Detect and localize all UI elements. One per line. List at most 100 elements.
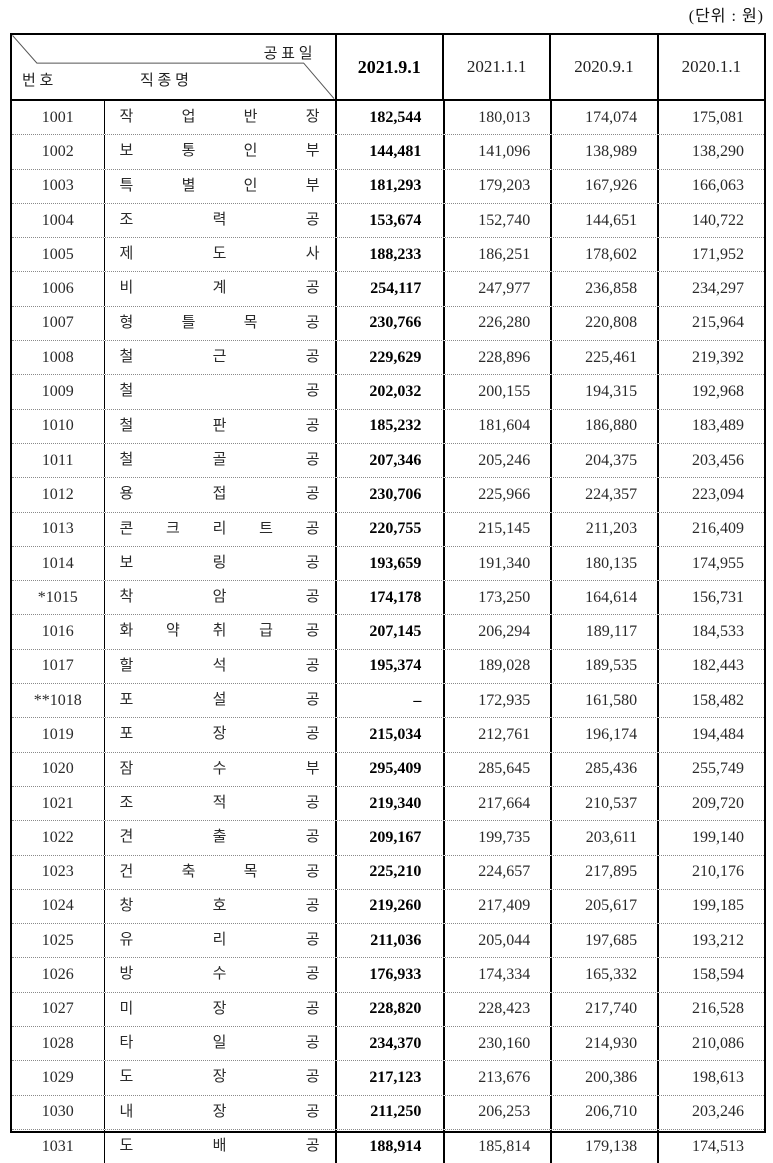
row-number-cell: 1012 bbox=[12, 478, 105, 512]
table-row: 1004 조 력 공 153,674 152,740 144,651 140,7… bbox=[12, 203, 764, 239]
row-wage-cell-2020-9-1: 205,617 bbox=[552, 889, 660, 924]
row-wage-cell-2021-1-1: 205,044 bbox=[445, 924, 553, 958]
row-wage-cell-2020-9-1: 196,174 bbox=[552, 718, 660, 752]
row-wage-cell-2020-1-1: 158,594 bbox=[692, 966, 744, 984]
row-wage-cell-2021-1-1: 230,160 bbox=[445, 1027, 553, 1061]
table-row: 1014 보 링 공 193,659 191,340 180,135 174,9… bbox=[12, 546, 764, 582]
row-job-name-cell: 할 석 공 bbox=[105, 649, 337, 684]
row-wage-cell-2021-1-1: 185,814 bbox=[445, 1129, 553, 1163]
row-job-name-cell: 화 약 취 급 공 bbox=[105, 615, 337, 649]
row-wage-cell-2021-9-1: 176,933 bbox=[337, 958, 446, 992]
table-row: 1010 철 판 공 185,232 181,604 186,880 183,4… bbox=[12, 409, 764, 444]
row-job-name-cell: 제 도 사 bbox=[105, 238, 337, 272]
row-wage-cell-2020-1-1: 199,140 bbox=[692, 828, 744, 846]
row-wage-cell-2020-9-1: 204,375 bbox=[552, 443, 660, 478]
row-wage-cell-2021-9-1: 220,755 bbox=[337, 512, 446, 546]
row-job-name-cell: 창 호 공 bbox=[105, 889, 337, 924]
row-wage-cell-2021-1-1: 189,028 bbox=[445, 649, 553, 684]
row-wage-cell-2020-1-1: 203,246 bbox=[692, 1103, 744, 1121]
row-job-name-cell: 보 통 인 부 bbox=[105, 135, 337, 169]
row-wage-cell-2021-1-1: 172,935 bbox=[445, 684, 553, 718]
row-number-cell: *1015 bbox=[12, 581, 105, 615]
row-wage-cell-2020-9-1: 189,535 bbox=[552, 649, 660, 684]
wage-table: 공 표 일 번 호 직 종 명 2021.9.1 2021.1.1 2020.9… bbox=[10, 33, 766, 1163]
header-label-number: 번 호 bbox=[22, 73, 54, 89]
row-wage-cell-2020-1-1: 223,094 bbox=[692, 485, 744, 503]
table-row: 1019 포 장 공 215,034 212,761 196,174 194,4… bbox=[12, 718, 764, 753]
header-date-2020-1-1: 2020.1.1 bbox=[681, 57, 742, 76]
row-wage-cell-2020-1-1: 174,513 bbox=[692, 1137, 744, 1155]
row-wage-cell-2020-1-1: 156,731 bbox=[692, 588, 744, 606]
row-wage-cell-2021-1-1: 213,676 bbox=[445, 1061, 553, 1095]
row-wage-cell-2020-9-1: 164,614 bbox=[552, 581, 660, 615]
row-wage-cell-2020-9-1: 214,930 bbox=[552, 1027, 660, 1061]
row-wage-cell-2021-9-1: 209,167 bbox=[337, 821, 446, 855]
row-wage-cell-2021-1-1: 224,657 bbox=[445, 855, 553, 889]
row-wage-cell-2020-1-1: 203,456 bbox=[692, 451, 744, 469]
table-row: 1017 할 석 공 195,374 189,028 189,535 182,4… bbox=[12, 649, 764, 685]
row-wage-cell-2021-9-1: 153,674 bbox=[337, 203, 446, 238]
row-wage-cell-2020-1-1: 210,086 bbox=[692, 1034, 744, 1052]
header-label-job-title: 직 종 명 bbox=[140, 73, 189, 89]
row-number-cell: 1030 bbox=[12, 1095, 105, 1129]
row-wage-cell-2021-1-1: 217,409 bbox=[445, 889, 553, 924]
row-wage-cell-2021-1-1: 226,280 bbox=[445, 306, 553, 341]
row-wage-cell-2021-1-1: 205,246 bbox=[445, 443, 553, 478]
row-wage-cell-2021-9-1: 182,544 bbox=[337, 101, 446, 135]
row-job-name-cell: 포 장 공 bbox=[105, 718, 337, 752]
table-row: 1007 형 틀 목 공 230,766 226,280 220,808 215… bbox=[12, 306, 764, 342]
table-row: 1021 조 적 공 219,340 217,664 210,537 209,7… bbox=[12, 786, 764, 822]
header-date-2021-1-1: 2021.1.1 bbox=[444, 35, 552, 99]
table-row: 1029 도 장 공 217,123 213,676 200,386 198,6… bbox=[12, 1061, 764, 1096]
row-wage-cell-2021-9-1: 185,232 bbox=[337, 409, 446, 443]
table-row: 1025 유 리 공 211,036 205,044 197,685 193,2… bbox=[12, 924, 764, 959]
row-wage-cell-2020-9-1: 165,332 bbox=[552, 958, 660, 992]
row-wage-cell-2021-1-1: 212,761 bbox=[445, 718, 553, 752]
row-wage-cell-2021-9-1: 188,914 bbox=[337, 1129, 446, 1163]
row-wage-cell-2020-1-1: 174,955 bbox=[692, 554, 744, 572]
row-wage-cell-2020-9-1: 180,135 bbox=[552, 546, 660, 581]
row-number-cell: 1008 bbox=[12, 341, 105, 375]
row-wage-cell-2020-1-1: 198,613 bbox=[692, 1068, 744, 1086]
row-wage-cell-2021-1-1: 206,253 bbox=[445, 1095, 553, 1129]
row-wage-cell-2020-1-1: 209,720 bbox=[692, 794, 744, 812]
table-row: 1016 화 약 취 급 공 207,145 206,294 189,117 1… bbox=[12, 615, 764, 650]
row-number-cell: 1025 bbox=[12, 924, 105, 958]
row-wage-cell-2020-1-1: 215,964 bbox=[692, 314, 744, 332]
table-body: 1001 작 업 반 장 182,544 180,013 174,074 175… bbox=[12, 101, 764, 1163]
row-wage-cell-2020-1-1: 175,081 bbox=[692, 108, 744, 126]
row-wage-cell-2020-1-1: 140,722 bbox=[692, 211, 744, 229]
row-job-name-cell: 타 일 공 bbox=[105, 1027, 337, 1061]
row-wage-cell-2020-1-1: 171,952 bbox=[692, 245, 744, 263]
row-wage-cell-2020-1-1: 192,968 bbox=[692, 383, 744, 401]
row-wage-cell-2021-9-1: 254,117 bbox=[337, 272, 446, 306]
row-wage-cell-2021-9-1: 181,293 bbox=[337, 169, 446, 203]
row-number-cell: 1016 bbox=[12, 615, 105, 649]
row-number-cell: 1005 bbox=[12, 238, 105, 272]
row-job-name-cell: 잠 수 부 bbox=[105, 752, 337, 786]
table-row: 1005 제 도 사 188,233 186,251 178,602 171,9… bbox=[12, 238, 764, 273]
table-row: 1026 방 수 공 176,933 174,334 165,332 158,5… bbox=[12, 958, 764, 993]
row-wage-cell-2020-9-1: 138,989 bbox=[552, 135, 660, 169]
row-wage-cell-2020-9-1: 210,537 bbox=[552, 786, 660, 821]
row-wage-cell-2020-9-1: 167,926 bbox=[552, 169, 660, 203]
row-wage-cell-2021-1-1: 228,896 bbox=[445, 341, 553, 375]
row-wage-cell-2021-1-1: 225,966 bbox=[445, 478, 553, 512]
row-wage-cell-2020-1-1: 184,533 bbox=[692, 623, 744, 641]
row-wage-cell-2020-9-1: 144,651 bbox=[552, 203, 660, 238]
table-row: *1015 착 암 공 174,178 173,250 164,614 156,… bbox=[12, 581, 764, 616]
header-label-publication-date: 공 표 일 bbox=[263, 46, 313, 62]
row-wage-cell-2020-9-1: 217,895 bbox=[552, 855, 660, 889]
row-wage-cell-2020-1-1: 166,063 bbox=[692, 177, 744, 195]
row-job-name-cell: 특 별 인 부 bbox=[105, 169, 337, 203]
row-wage-cell-2021-9-1: 188,233 bbox=[337, 238, 446, 272]
row-number-cell: **1018 bbox=[12, 684, 105, 718]
row-wage-cell-2020-1-1: 199,185 bbox=[692, 897, 744, 915]
row-number-cell: 1023 bbox=[12, 855, 105, 889]
row-wage-cell-2020-9-1: 206,710 bbox=[552, 1095, 660, 1129]
row-wage-cell-2021-1-1: 152,740 bbox=[445, 203, 553, 238]
row-wage-cell-2020-1-1: 182,443 bbox=[692, 657, 744, 675]
row-number-cell: 1031 bbox=[12, 1129, 105, 1163]
row-number-cell: 1002 bbox=[12, 135, 105, 169]
header-corner-cell: 공 표 일 번 호 직 종 명 bbox=[12, 35, 337, 99]
